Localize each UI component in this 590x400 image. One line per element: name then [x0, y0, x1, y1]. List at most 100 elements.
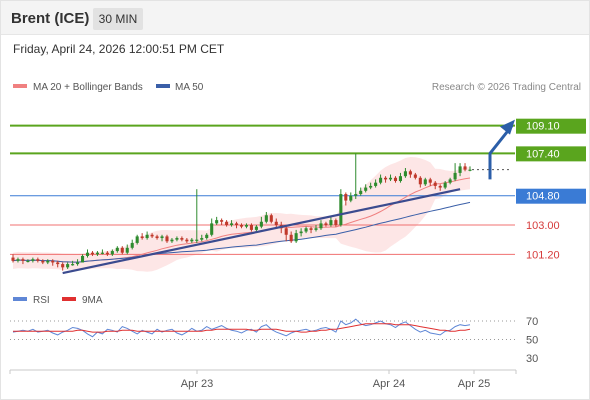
candle-body: [274, 221, 278, 226]
candle-body: [215, 220, 219, 224]
rsi-tick-label: 30: [526, 353, 538, 365]
candle: [16, 257, 20, 263]
x-axis-label: Apr 25: [458, 378, 490, 390]
candle: [66, 262, 70, 269]
candle: [294, 229, 298, 243]
candle-body: [448, 179, 452, 183]
candle: [284, 226, 288, 242]
candle-body: [453, 172, 457, 180]
candle: [155, 234, 159, 240]
candle: [334, 218, 338, 227]
candle-body: [76, 262, 80, 265]
candle: [115, 246, 119, 253]
candle: [21, 257, 25, 265]
candle-body: [81, 255, 85, 263]
candle: [468, 166, 472, 172]
candle: [403, 168, 407, 178]
candle-body: [230, 223, 234, 226]
candle: [125, 244, 129, 255]
candle-body: [433, 182, 437, 186]
level-label-support: 103.00: [526, 220, 560, 232]
candle: [369, 182, 373, 190]
bollinger-band-layer: [13, 157, 470, 272]
candle-body: [329, 220, 333, 226]
candle-body: [349, 195, 353, 201]
candle-body: [135, 236, 139, 243]
candle: [61, 262, 65, 271]
candle-body: [120, 247, 124, 253]
bollinger-band: [13, 157, 470, 272]
candle-body: [413, 174, 417, 178]
candle-body: [71, 264, 75, 266]
candle-body: [369, 185, 373, 188]
candle-body: [26, 260, 30, 263]
level-label-support: 101.20: [526, 249, 560, 261]
candle-body: [239, 225, 244, 227]
timeframe-button[interactable]: 30 MIN: [93, 8, 143, 30]
candle: [244, 223, 249, 229]
candle-body: [95, 252, 99, 255]
candle-body: [364, 187, 368, 191]
rsi-legend-label: RSI: [33, 295, 50, 306]
candle: [388, 174, 393, 182]
candle-body: [46, 260, 50, 263]
candle: [418, 176, 422, 188]
support-trendline: [62, 188, 461, 275]
candle: [364, 184, 368, 193]
rsi-ma-legend-label: 9MA: [82, 295, 103, 306]
candle: [234, 221, 239, 229]
credit-label: Research © 2026 Trading Central: [432, 82, 581, 93]
candle: [264, 211, 268, 224]
candle: [339, 189, 343, 227]
level-label-resistance: 107.40: [526, 148, 560, 160]
levels-layer: [10, 124, 515, 255]
candle: [51, 259, 55, 266]
candle-body: [150, 234, 154, 237]
ma20-legend-label: MA 20 + Bollinger Bands: [33, 82, 143, 93]
instrument-title: Brent (ICE): [11, 10, 90, 27]
candle: [274, 218, 278, 229]
candle: [269, 213, 273, 224]
candle-body: [428, 179, 432, 183]
candle: [105, 251, 109, 256]
candle-body: [225, 221, 229, 226]
level-tags-layer: 109.10 107.40 104.80 103.00 101.20: [516, 118, 586, 261]
candle: [309, 226, 313, 234]
candle: [463, 163, 467, 172]
candle-body: [379, 177, 383, 183]
projection-layer: [472, 119, 515, 180]
candle: [11, 254, 15, 263]
ma20-legend-swatch: [13, 84, 27, 88]
candle-body: [90, 252, 95, 255]
candle-body: [294, 233, 298, 242]
candle: [130, 239, 134, 250]
candle: [195, 189, 199, 243]
header-bar: Brent (ICE) 30 MIN: [1, 1, 589, 35]
candle: [408, 169, 412, 178]
candle: [254, 225, 258, 232]
datetime-label: Friday, April 24, 2026 12:00:51 PM CET: [13, 42, 225, 56]
candle: [145, 231, 149, 240]
candle-body: [403, 171, 407, 177]
candle-body: [200, 238, 204, 240]
candle-body: [105, 252, 109, 255]
candle: [90, 251, 95, 256]
candle: [160, 234, 164, 242]
candle-body: [249, 225, 253, 230]
candle-body: [299, 231, 303, 234]
candle: [71, 260, 75, 266]
candle-body: [85, 252, 90, 256]
candle-body: [423, 179, 427, 185]
candle: [393, 176, 398, 183]
candle-body: [11, 257, 15, 261]
candle: [379, 174, 383, 185]
candle-body: [393, 177, 398, 182]
candle-body: [220, 220, 224, 222]
candle-body: [344, 194, 348, 201]
candle: [81, 254, 85, 263]
candle: [344, 192, 348, 206]
candle-body: [284, 228, 288, 235]
candle: [200, 234, 204, 242]
candle: [423, 177, 427, 186]
candle: [41, 259, 45, 265]
